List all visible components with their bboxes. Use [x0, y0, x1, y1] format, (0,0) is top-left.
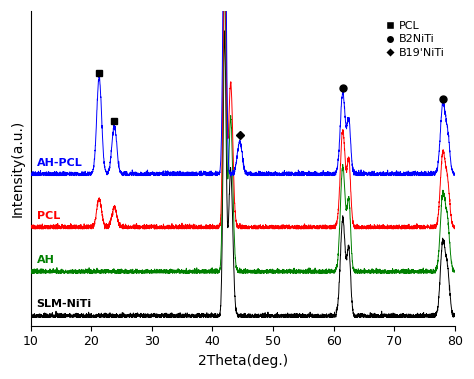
Y-axis label: Intensity(a.u.): Intensity(a.u.): [11, 120, 25, 217]
Text: AH-PCL: AH-PCL: [36, 158, 82, 168]
Text: SLM-NiTi: SLM-NiTi: [36, 299, 92, 310]
Text: PCL: PCL: [36, 211, 60, 221]
X-axis label: 2Theta(deg.): 2Theta(deg.): [198, 354, 288, 368]
Text: AH: AH: [36, 255, 55, 265]
Legend: PCL, B2NiTi, B19'NiTi: PCL, B2NiTi, B19'NiTi: [381, 17, 449, 62]
